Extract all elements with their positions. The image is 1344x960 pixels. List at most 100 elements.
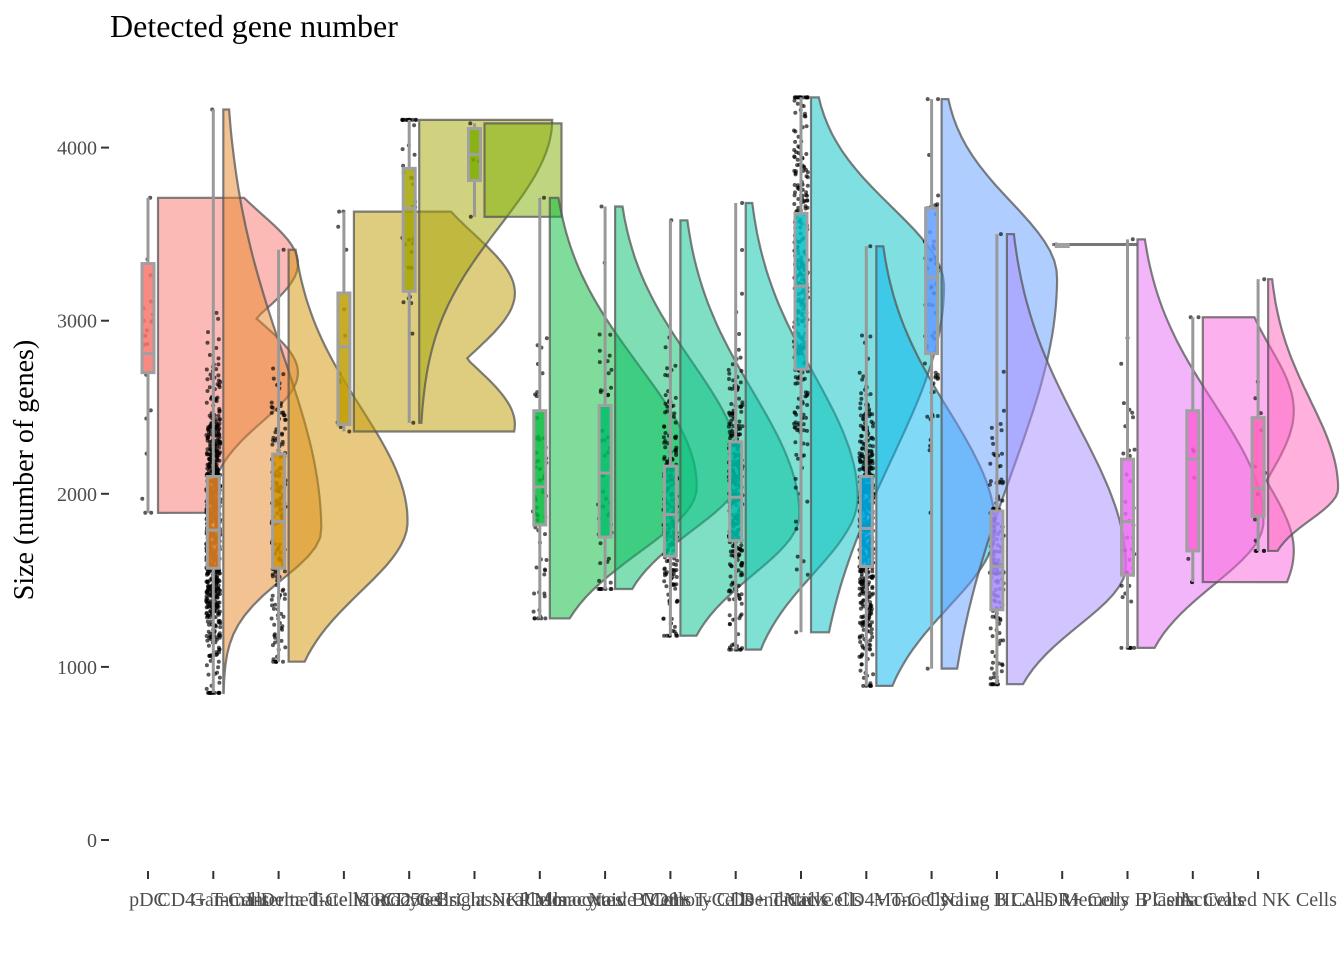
rain-point: [206, 429, 211, 434]
rain-point: [1120, 595, 1125, 600]
rain-point: [794, 567, 799, 572]
rain-point: [804, 193, 809, 198]
box-iqr: [989, 509, 1005, 612]
rain-point: [737, 597, 742, 601]
rain-point: [740, 248, 745, 252]
rain-point: [860, 333, 864, 338]
rain-point: [280, 442, 285, 447]
rain-point: [869, 592, 874, 597]
rain-point: [801, 559, 806, 564]
rain-point: [205, 436, 210, 441]
rain-point: [544, 336, 549, 341]
rain-point: [739, 601, 744, 606]
rain-point: [412, 152, 417, 157]
rain-point: [860, 377, 865, 382]
rain-point: [535, 390, 540, 395]
rain-point: [871, 672, 876, 677]
rain-point: [860, 643, 865, 648]
rain-point: [730, 362, 735, 367]
rain-point: [861, 417, 866, 422]
rain-point: [729, 402, 734, 406]
x-tick-label: pDC: [129, 889, 167, 911]
rain-point: [793, 169, 798, 174]
rain-point: [871, 424, 875, 429]
rain-point: [401, 163, 406, 168]
rain-point: [1128, 645, 1133, 650]
rain-point: [737, 553, 742, 557]
rain-point: [727, 613, 732, 618]
box-iqr: [597, 404, 613, 539]
box-iqr: [924, 206, 940, 356]
rain-point: [860, 652, 865, 657]
rain-point: [214, 455, 219, 460]
rain-point: [804, 152, 809, 156]
rain-point: [599, 204, 604, 209]
rain-point: [988, 479, 993, 484]
rain-point: [269, 400, 274, 405]
rain-point: [214, 462, 219, 467]
rain-point: [532, 591, 537, 596]
rain-point: [215, 458, 220, 463]
box-13: [924, 99, 940, 669]
rain-point: [217, 385, 222, 390]
x-tick-label: Activated NK Cells: [1179, 889, 1337, 911]
rain-point: [804, 190, 809, 195]
rain-point: [205, 596, 210, 601]
rain-point: [208, 372, 213, 377]
rain-point: [214, 396, 219, 401]
rain-point: [867, 646, 872, 651]
rain-point: [1001, 408, 1006, 413]
rain-point: [218, 380, 223, 384]
rain-point: [739, 409, 744, 414]
cloud-3: [287, 248, 409, 663]
rain-point: [272, 622, 277, 627]
rain-point: [214, 346, 219, 350]
rain-point: [801, 412, 806, 417]
rain-point: [606, 556, 611, 561]
rain-point: [216, 690, 221, 695]
rain-point: [140, 496, 145, 501]
rain-point: [1119, 361, 1124, 366]
rain-point: [998, 232, 1003, 237]
rain-point: [205, 571, 210, 576]
box-iqr: [336, 291, 352, 427]
box-9: [662, 220, 678, 636]
rain-point: [665, 633, 670, 638]
rain-point: [795, 157, 800, 162]
rain-point: [661, 435, 666, 440]
rain-point: [283, 592, 287, 597]
rain-point: [663, 445, 668, 450]
box-6: [467, 123, 482, 217]
rain-point: [337, 209, 342, 214]
rain-point: [665, 366, 670, 371]
rain-point: [991, 451, 996, 456]
rain-point: [544, 558, 549, 562]
box-12: [858, 246, 874, 686]
rain-point: [1130, 237, 1135, 242]
x-tick-label: Gamma-Delta T-Cells: [191, 889, 367, 911]
rain-point: [988, 626, 993, 631]
rain-point: [805, 170, 810, 175]
rain-point: [991, 675, 996, 680]
rain-point: [205, 619, 210, 624]
rain-point: [1000, 498, 1005, 503]
rain-point: [795, 554, 800, 559]
rain-point: [664, 584, 669, 589]
rain-point: [206, 584, 211, 589]
rain-point: [1001, 480, 1006, 484]
rain-point: [673, 435, 677, 440]
rain-point: [867, 580, 871, 585]
rain-point: [796, 144, 801, 149]
rain-point: [805, 572, 810, 577]
box-17: [1185, 317, 1201, 583]
rain-point: [727, 647, 732, 652]
rain-point: [738, 355, 743, 360]
rain-point: [665, 404, 670, 409]
rain-point: [281, 614, 286, 619]
rain-point: [204, 367, 209, 372]
rain-point: [671, 414, 676, 419]
rain-point: [869, 631, 874, 636]
rain-point: [663, 373, 668, 377]
rain-point: [726, 589, 731, 594]
